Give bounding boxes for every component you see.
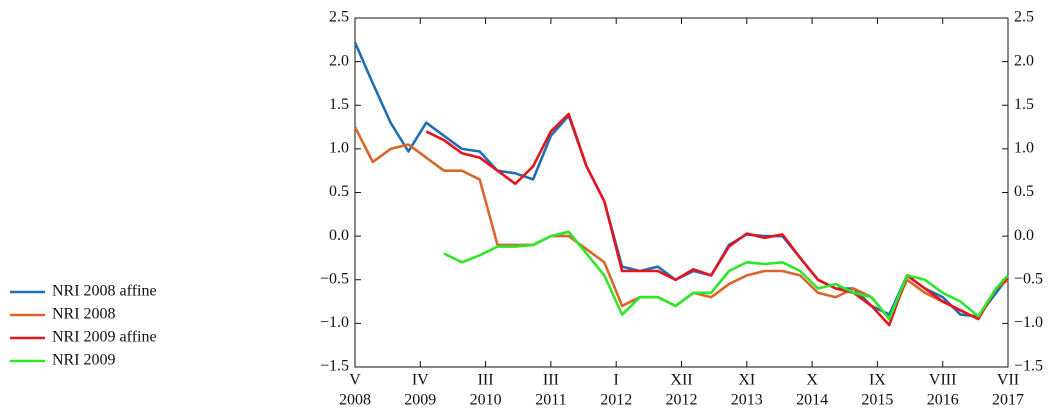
y-tick-label: 1.0	[329, 140, 349, 157]
series-line	[425, 112, 1009, 327]
y2-tick-label: −1.5	[1014, 358, 1043, 375]
x-tick-label: I	[614, 372, 619, 389]
y-tick-label: 2.0	[329, 52, 349, 69]
x-tick-label: V	[349, 372, 361, 389]
x-tick-label: III	[543, 372, 559, 389]
y-tick-label: −1.5	[320, 358, 349, 375]
x-tick-label: 2008	[339, 392, 371, 409]
x-tick-label: XI	[738, 372, 755, 389]
x-tick-label: 2012	[600, 392, 632, 409]
x-tick-label: 2009	[404, 392, 436, 409]
y-tick-label: −1.0	[320, 314, 349, 331]
x-tick-label: III	[478, 372, 494, 389]
y2-tick-label: 0.5	[1014, 183, 1034, 200]
legend-label: NRI 2008 affine	[52, 283, 157, 300]
y-tick-label: 0.5	[329, 183, 349, 200]
plot-frame	[354, 17, 1009, 368]
y2-tick-label: 1.0	[1014, 140, 1034, 157]
x-tick-label: 2017	[992, 392, 1024, 409]
x-tick-label: 2015	[861, 392, 893, 409]
y2-tick-label: −1.0	[1014, 314, 1043, 331]
y2-tick-label: 2.0	[1014, 52, 1034, 69]
y2-tick-label: 2.5	[1014, 9, 1034, 26]
y-tick-label: −0.5	[320, 270, 349, 287]
legend-label: NRI 2008	[52, 306, 116, 323]
y2-tick-label: −0.5	[1014, 270, 1043, 287]
x-tick-label: 2014	[796, 392, 828, 409]
x-tick-label: 2012	[666, 392, 698, 409]
x-tick-label: IX	[869, 372, 886, 389]
y-tick-label: 0.0	[329, 227, 349, 244]
x-tick-label: VIII	[929, 372, 957, 389]
x-tick-label: 2016	[927, 392, 959, 409]
series-line	[443, 230, 1009, 321]
y-tick-label: 2.5	[329, 9, 349, 26]
y2-tick-label: 1.5	[1014, 96, 1034, 113]
x-tick-label: 2011	[535, 392, 566, 409]
x-tick-label: IV	[412, 372, 429, 389]
x-tick-label: 2013	[731, 392, 763, 409]
legend-label: NRI 2009	[52, 352, 116, 369]
x-tick-label: X	[806, 372, 818, 389]
y2-tick-label: 0.0	[1014, 227, 1034, 244]
x-tick-label: XII	[670, 372, 692, 389]
series-line	[353, 126, 1009, 321]
x-tick-label: VII	[997, 372, 1019, 389]
y-tick-label: 1.5	[329, 96, 349, 113]
x-tick-label: 2010	[470, 392, 502, 409]
legend-label: NRI 2009 affine	[52, 329, 157, 346]
